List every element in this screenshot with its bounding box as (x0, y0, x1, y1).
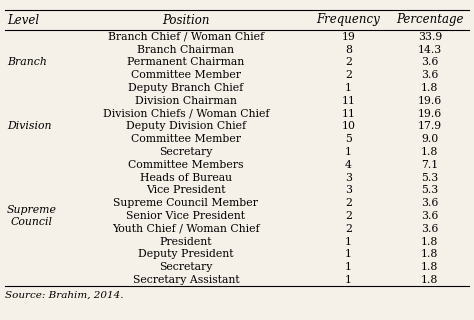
Text: 19.6: 19.6 (418, 108, 442, 119)
Text: Source: Brahim, 2014.: Source: Brahim, 2014. (5, 290, 123, 299)
Text: Supreme Council Member: Supreme Council Member (113, 198, 258, 208)
Text: 5.3: 5.3 (421, 172, 438, 183)
Text: 33.9: 33.9 (418, 32, 442, 42)
Text: 1.8: 1.8 (421, 275, 438, 285)
Text: 1.8: 1.8 (421, 249, 438, 260)
Text: Vice President: Vice President (146, 185, 226, 196)
Text: 2: 2 (345, 70, 352, 80)
Text: Committee Member: Committee Member (131, 134, 241, 144)
Text: 14.3: 14.3 (418, 44, 442, 55)
Text: Branch Chairman: Branch Chairman (137, 44, 235, 55)
Text: 11: 11 (341, 108, 356, 119)
Text: 2: 2 (345, 198, 352, 208)
Text: Senior Vice President: Senior Vice President (127, 211, 246, 221)
Text: Secretary: Secretary (159, 262, 213, 272)
Text: Committee Members: Committee Members (128, 160, 244, 170)
Text: 1: 1 (345, 83, 352, 93)
Text: 1: 1 (345, 262, 352, 272)
Text: 3.6: 3.6 (421, 211, 438, 221)
Text: 3.6: 3.6 (421, 57, 438, 68)
Text: 7.1: 7.1 (421, 160, 438, 170)
Text: 3.6: 3.6 (421, 198, 438, 208)
Text: Secretary Assistant: Secretary Assistant (133, 275, 239, 285)
Text: 4: 4 (345, 160, 352, 170)
Text: Heads of Bureau: Heads of Bureau (140, 172, 232, 183)
Text: 1.8: 1.8 (421, 147, 438, 157)
Text: Youth Chief / Woman Chief: Youth Chief / Woman Chief (112, 224, 260, 234)
Text: Position: Position (162, 13, 210, 27)
Text: Deputy Branch Chief: Deputy Branch Chief (128, 83, 244, 93)
Text: 19: 19 (342, 32, 356, 42)
Text: 2: 2 (345, 211, 352, 221)
Text: Percentage: Percentage (396, 13, 464, 27)
Text: 2: 2 (345, 224, 352, 234)
Text: 1.8: 1.8 (421, 236, 438, 247)
Text: Supreme
Council: Supreme Council (7, 205, 57, 227)
Text: President: President (160, 236, 212, 247)
Text: 1: 1 (345, 249, 352, 260)
Text: 1.8: 1.8 (421, 83, 438, 93)
Text: Level: Level (7, 13, 39, 27)
Text: 9.0: 9.0 (421, 134, 438, 144)
Text: Branch Chief / Woman Chief: Branch Chief / Woman Chief (108, 32, 264, 42)
Text: 10: 10 (341, 121, 356, 132)
Text: 1: 1 (345, 147, 352, 157)
Text: 1.8: 1.8 (421, 262, 438, 272)
Text: 11: 11 (341, 96, 356, 106)
Text: Permanent Chairman: Permanent Chairman (128, 57, 245, 68)
Text: 5: 5 (345, 134, 352, 144)
Text: Frequency: Frequency (317, 13, 380, 27)
Text: 17.9: 17.9 (418, 121, 442, 132)
Text: Division Chiefs / Woman Chief: Division Chiefs / Woman Chief (103, 108, 269, 119)
Text: 8: 8 (345, 44, 352, 55)
Text: Committee Member: Committee Member (131, 70, 241, 80)
Text: 3: 3 (345, 172, 352, 183)
Text: 5.3: 5.3 (421, 185, 438, 196)
Text: Deputy Division Chief: Deputy Division Chief (126, 121, 246, 132)
Text: Branch: Branch (7, 57, 47, 68)
Text: 1: 1 (345, 236, 352, 247)
Text: 3.6: 3.6 (421, 70, 438, 80)
Text: 3.6: 3.6 (421, 224, 438, 234)
Text: Division: Division (7, 121, 52, 132)
Text: 2: 2 (345, 57, 352, 68)
Text: Secretary: Secretary (159, 147, 213, 157)
Text: 3: 3 (345, 185, 352, 196)
Text: 19.6: 19.6 (418, 96, 442, 106)
Text: 1: 1 (345, 275, 352, 285)
Text: Division Chairman: Division Chairman (135, 96, 237, 106)
Text: Deputy President: Deputy President (138, 249, 234, 260)
